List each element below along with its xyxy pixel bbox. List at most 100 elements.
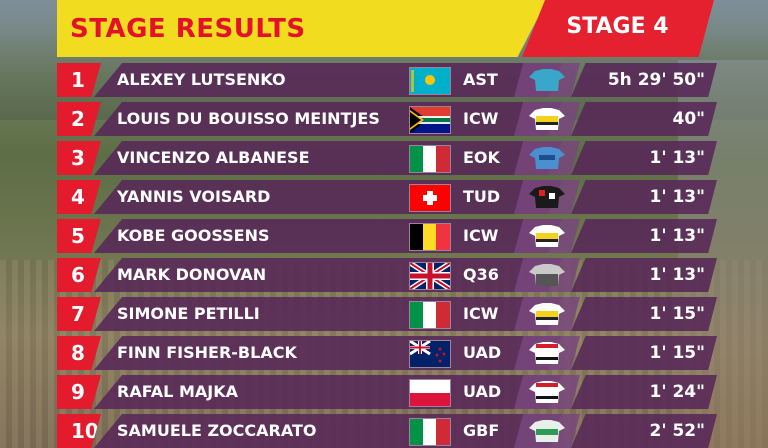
row-name-bar xyxy=(94,63,562,97)
jersey-intermarche-icon xyxy=(529,108,565,130)
flag-new-zealand-icon xyxy=(409,340,451,368)
result-row: 1 ALEXEY LUTSENKO AST 5h 29' 50" xyxy=(57,63,717,97)
jersey-intermarche-icon xyxy=(529,303,565,325)
jersey-intermarche-icon xyxy=(529,225,565,247)
rider-name: SIMONE PETILLI xyxy=(117,304,260,323)
position-number: 2 xyxy=(71,107,85,131)
jersey-q36-icon xyxy=(529,264,565,286)
row-time-bar xyxy=(571,336,717,370)
result-row: 8 FINN FISHER-BLACK UAD 1' 15" xyxy=(57,336,717,370)
team-code: TUD xyxy=(463,187,501,206)
flag-poland-icon xyxy=(409,379,451,407)
jersey-astana-icon xyxy=(529,69,565,91)
row-position: 8 xyxy=(57,336,101,370)
header-banner xyxy=(57,0,547,57)
flag-belgium-icon xyxy=(409,223,451,251)
rider-name: RAFAL MAJKA xyxy=(117,382,238,401)
row-name-bar xyxy=(94,219,562,253)
result-row: 7 SIMONE PETILLI ICW 1' 15" xyxy=(57,297,717,331)
rider-name: YANNIS VOISARD xyxy=(117,187,271,206)
row-name-bar xyxy=(94,336,562,370)
rider-time: 2' 52" xyxy=(649,421,705,441)
team-code: ICW xyxy=(463,304,499,323)
result-row: 3 VINCENZO ALBANESE EOK 1' 13" xyxy=(57,141,717,175)
row-name-bar xyxy=(94,297,562,331)
rider-time: 1' 13" xyxy=(649,265,705,285)
row-position: 10 xyxy=(57,414,101,448)
jersey-uae-icon xyxy=(529,381,565,403)
position-number: 8 xyxy=(71,341,85,365)
row-time-bar xyxy=(571,414,717,448)
row-time-bar xyxy=(571,375,717,409)
flag-italy-icon xyxy=(409,145,451,173)
row-position: 1 xyxy=(57,63,101,97)
result-row: 10 SAMUELE ZOCCARATO GBF 2' 52" xyxy=(57,414,717,448)
position-number: 7 xyxy=(71,302,85,326)
rider-time: 5h 29' 50" xyxy=(607,70,705,90)
row-position: 2 xyxy=(57,102,101,136)
jersey-green-project-icon xyxy=(529,420,565,442)
jersey-eolo-icon xyxy=(529,147,565,169)
position-number: 6 xyxy=(71,263,85,287)
row-name-bar xyxy=(94,180,562,214)
result-row: 5 KOBE GOOSSENS ICW 1' 13" xyxy=(57,219,717,253)
rider-name: SAMUELE ZOCCARATO xyxy=(117,421,317,440)
row-position: 9 xyxy=(57,375,101,409)
row-time-bar xyxy=(571,102,717,136)
result-row: 2 LOUIS DU BOUISSO MEINTJES ICW 40" xyxy=(57,102,717,136)
row-name-bar xyxy=(94,141,562,175)
rider-name: ALEXEY LUTSENKO xyxy=(117,70,286,89)
rider-time: 1' 15" xyxy=(649,343,705,363)
position-number: 5 xyxy=(71,224,85,248)
flag-switzerland-icon xyxy=(409,184,451,212)
team-code: GBF xyxy=(463,421,500,440)
flag-south-africa-icon xyxy=(409,106,451,134)
rider-time: 40" xyxy=(672,109,705,129)
stage-label: STAGE 4 xyxy=(566,14,669,39)
rider-time: 1' 13" xyxy=(649,187,705,207)
row-position: 6 xyxy=(57,258,101,292)
row-name-bar xyxy=(94,375,562,409)
row-time-bar xyxy=(571,219,717,253)
rider-name: MARK DONOVAN xyxy=(117,265,267,284)
flag-uk-icon xyxy=(409,262,451,290)
position-number: 3 xyxy=(71,146,85,170)
result-row: 6 MARK DONOVAN Q36 1' 13" xyxy=(57,258,717,292)
row-time-bar xyxy=(571,180,717,214)
row-name-bar xyxy=(94,102,562,136)
row-name-bar xyxy=(94,414,562,448)
rider-time: 1' 24" xyxy=(649,382,705,402)
rider-name: LOUIS DU BOUISSO MEINTJES xyxy=(117,109,380,128)
rider-time: 1' 13" xyxy=(649,226,705,246)
flag-italy-icon xyxy=(409,418,451,446)
position-number: 9 xyxy=(71,380,85,404)
stage-badge xyxy=(522,0,714,57)
team-code: AST xyxy=(463,70,498,89)
result-row: 9 RAFAL MAJKA UAD 1' 24" xyxy=(57,375,717,409)
row-position: 7 xyxy=(57,297,101,331)
team-code: Q36 xyxy=(463,265,499,284)
result-row: 4 YANNIS VOISARD TUD 1' 13" xyxy=(57,180,717,214)
team-code: ICW xyxy=(463,109,499,128)
jersey-uae-icon xyxy=(529,342,565,364)
row-position: 3 xyxy=(57,141,101,175)
page-title: STAGE RESULTS xyxy=(70,14,306,44)
position-number: 1 xyxy=(71,68,85,92)
row-time-bar xyxy=(571,297,717,331)
position-number: 4 xyxy=(71,185,85,209)
row-time-bar xyxy=(571,258,717,292)
row-name-bar xyxy=(94,258,562,292)
flag-italy-icon xyxy=(409,301,451,329)
position-number: 10 xyxy=(71,419,99,443)
team-code: UAD xyxy=(463,382,502,401)
team-code: ICW xyxy=(463,226,499,245)
row-position: 4 xyxy=(57,180,101,214)
team-code: UAD xyxy=(463,343,502,362)
rider-name: KOBE GOOSSENS xyxy=(117,226,270,245)
rider-name: VINCENZO ALBANESE xyxy=(117,148,310,167)
row-time-bar xyxy=(571,141,717,175)
row-position: 5 xyxy=(57,219,101,253)
flag-kazakhstan-icon xyxy=(409,67,451,95)
row-time-bar xyxy=(571,63,717,97)
rider-name: FINN FISHER-BLACK xyxy=(117,343,297,362)
